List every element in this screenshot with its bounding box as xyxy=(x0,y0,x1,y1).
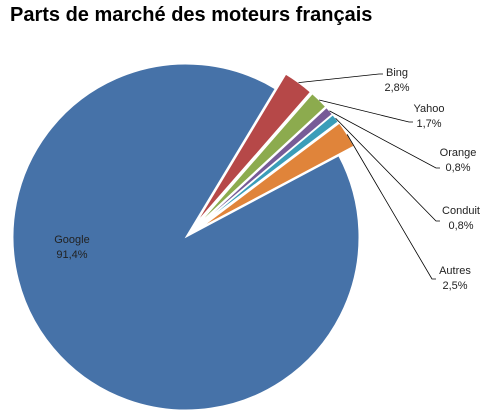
slice-value-bing: 2,8% xyxy=(384,82,409,94)
leader-line-autres xyxy=(346,134,436,280)
slice-value-orange: 0,8% xyxy=(445,162,470,174)
slice-value-google: 91,4% xyxy=(56,249,87,261)
slice-value-autres: 2,5% xyxy=(442,280,467,292)
leader-line-conduit xyxy=(335,117,440,222)
slice-value-conduit: 0,8% xyxy=(448,220,473,232)
leader-line-yahoo xyxy=(319,99,413,123)
slice-name-orange: Orange xyxy=(440,147,477,159)
slice-name-google: Google xyxy=(54,234,89,246)
pie-slice-conduit xyxy=(199,114,339,227)
pie-slices xyxy=(12,63,360,411)
leader-line-orange xyxy=(329,110,440,169)
leader-lines xyxy=(298,73,440,280)
leader-line-bing xyxy=(298,73,383,84)
chart-title: Parts de marché des moteurs français xyxy=(10,4,373,26)
slice-name-conduit: Conduit xyxy=(442,205,480,217)
slice-name-autres: Autres xyxy=(439,265,471,277)
slice-labels: Google 91,4% Bing 2,8% Yahoo 1,7% Orange 0,8% Co… xyxy=(54,67,480,292)
slice-name-yahoo: Yahoo xyxy=(414,103,445,115)
slice-name-bing: Bing xyxy=(386,67,408,79)
pie-slice-google xyxy=(12,63,360,411)
slice-value-yahoo: 1,7% xyxy=(416,118,441,130)
